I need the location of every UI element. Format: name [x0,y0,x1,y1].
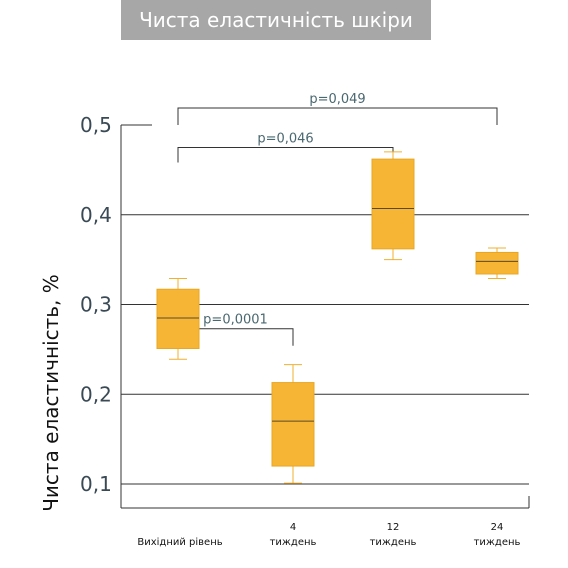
significance-brackets: p=0,0001 p=0,046 p=0,049 [177,92,498,346]
x-category-label-line2: тиждень [370,537,417,548]
x-category-labels: Вихідний рівень 4 тиждень 12 тиждень 24 тижден… [137,522,520,548]
y-axis-title: Чиста еластичність, % [39,274,63,512]
box-group [475,247,519,279]
box-iqr [271,382,315,467]
y-tick-label: 0,3 [80,293,112,317]
x-category-label-line2: Вихідний рівень [137,536,222,548]
x-category-label-line1: 12 [387,522,400,533]
p-value-label: p=0,0001 [203,313,268,328]
bracket-line [177,146,394,163]
p-value-label: p=0,046 [257,131,313,146]
chart-title: Чиста еластичність шкіри [121,0,431,40]
x-category-label-line1: 24 [491,522,504,533]
box-group [156,277,200,360]
bracket-line [177,107,498,125]
gridlines [121,124,529,485]
significance-bracket: p=0,046 [177,131,394,163]
axes [120,125,530,509]
y-tick-label: 0,5 [80,113,112,137]
box-iqr [371,158,415,250]
boxes [156,151,519,484]
y-tick-label: 0,1 [80,472,112,496]
p-value-label: p=0,049 [309,92,365,107]
y-tick-label: 0,2 [80,382,112,406]
significance-bracket: p=0,049 [177,92,498,125]
y-tick-labels: 0,1 0,2 0,3 0,4 0,5 [80,113,112,496]
x-category-label-line1: 4 [290,522,296,533]
x-category-label-line2: тиждень [270,537,317,548]
y-tick-label: 0,4 [80,203,112,227]
box-iqr [156,288,200,349]
box-group [371,151,415,261]
x-category-label-line2: тиждень [474,537,521,548]
box-group [271,364,315,484]
box-iqr [475,251,519,275]
